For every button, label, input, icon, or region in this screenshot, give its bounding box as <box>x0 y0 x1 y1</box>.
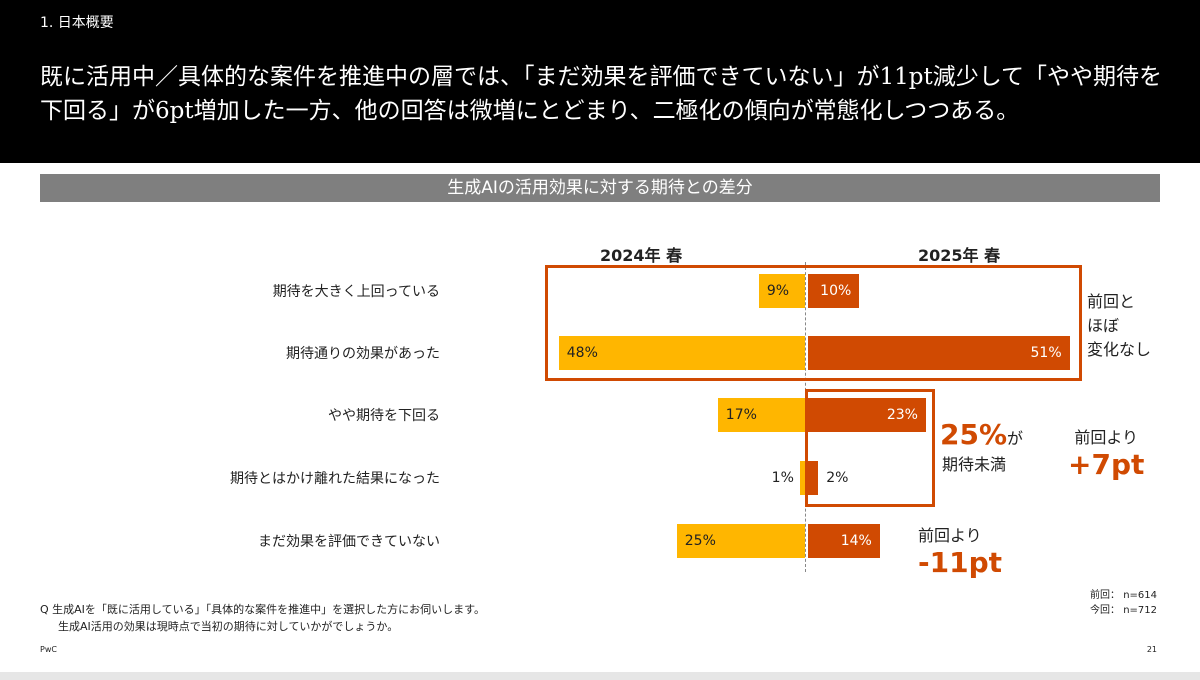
question-line2: 生成AI活用の効果は現時点で当初の期待に対していかがでしょうか。 <box>58 620 399 633</box>
data-label: 17% <box>725 407 757 423</box>
category-label: 期待を大きく上回っている <box>272 284 440 300</box>
question-line1: Q 生成AIを「既に活用している」「具体的な案件を推進中」を選択した方にお伺いし… <box>40 603 485 616</box>
bar-2024 <box>676 524 805 558</box>
no-change-box <box>545 265 1082 381</box>
data-label: 1% <box>771 470 794 486</box>
below-suffix: が <box>1007 429 1024 448</box>
data-label: 9% <box>766 283 790 299</box>
bar-2024 <box>758 274 805 308</box>
sample-sizes: 前回： n=614 今回： n=712 <box>1090 588 1157 618</box>
plus-value: +7pt <box>1068 448 1145 481</box>
category-label: 期待とはかけ離れた結果になった <box>230 471 440 487</box>
minus-label: 前回より <box>918 526 982 545</box>
minus-value: -11pt <box>918 546 1003 579</box>
note-line: 前回と <box>1087 292 1136 311</box>
data-label: 51% <box>1030 345 1062 361</box>
bar-2025 <box>808 524 880 558</box>
no-change-note: 前回と ほぼ 変化なし <box>1087 290 1151 362</box>
question: Q 生成AIを「既に活用している」「具体的な案件を推進中」を選択した方にお伺いし… <box>40 601 485 635</box>
bar-2024 <box>558 336 805 370</box>
plus-label: 前回より <box>1074 428 1139 447</box>
bar-2024 <box>717 398 805 432</box>
category-label: まだ効果を評価できていない <box>258 534 440 550</box>
below-text: 期待未満 <box>942 455 1007 474</box>
data-label: 48% <box>566 345 598 361</box>
chart-title: 生成AIの活用効果に対する期待との差分 <box>40 174 1160 202</box>
data-label: 23% <box>886 407 918 423</box>
headline: 既に活用中／具体的な案件を推進中の層では、「まだ効果を評価できていない」が11p… <box>40 64 1163 124</box>
bar-2025 <box>808 398 926 432</box>
data-label: 25% <box>684 533 716 549</box>
series-label-2024: 2024年 春 <box>600 246 683 265</box>
note-line: ほぼ <box>1087 316 1120 335</box>
category-label: やや期待を下回る <box>328 408 440 424</box>
data-label: 10% <box>820 283 852 299</box>
bottom-bar <box>0 672 1200 680</box>
below-expectation-box <box>805 389 935 507</box>
bar-2024 <box>799 461 805 495</box>
sample-prev: 前回： n=614 <box>1090 590 1157 601</box>
below-note: 25%が 期待未満 <box>940 418 1023 475</box>
bar-2025 <box>808 461 819 495</box>
bar-2025 <box>808 274 860 308</box>
category-label: 期待通りの効果があった <box>286 346 440 362</box>
bar-2025 <box>808 336 1070 370</box>
data-label: 2% <box>826 470 849 486</box>
plus-note: 前回より +7pt <box>1068 424 1144 481</box>
note-line: 変化なし <box>1087 340 1152 359</box>
page-number: 21 <box>1146 645 1157 654</box>
data-label: 14% <box>840 533 872 549</box>
sample-curr: 今回： n=712 <box>1090 605 1157 616</box>
series-label-2025: 2025年 春 <box>918 246 1001 265</box>
section-label: 1. 日本概要 <box>40 15 114 31</box>
minus-note: 前回より -11pt <box>918 522 1002 579</box>
header-band <box>0 0 1200 163</box>
below-pct: 25% <box>940 418 1008 451</box>
brand: PwC <box>40 645 57 654</box>
